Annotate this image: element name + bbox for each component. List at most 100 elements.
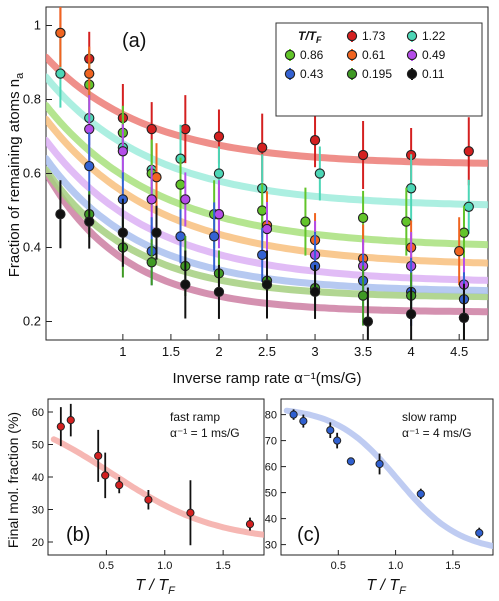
data-point [299,417,308,426]
legend-label: 0.11 [422,67,445,81]
x-tick-label: 4.5 [450,344,468,359]
data-point [289,410,298,419]
fit-curve-1.73 [46,53,488,167]
data-point [346,457,356,466]
y-tick-label: 0.8 [23,92,41,107]
x-tick-label: 1.5 [445,560,460,572]
data-point [314,168,325,179]
data-point [151,227,162,238]
legend-items: 1.73 1.22 0.86 0.61 0.49 0.43 0.195 0.11 [284,29,446,81]
panel-a-ticks: 1 1.5 2 2.5 3 3.5 4 4.5 0.2 0.4 0.6 0.8 1 [23,18,468,360]
y-tick-label: 60 [32,407,44,419]
data-point [309,286,321,298]
y-tick-label: 50 [32,440,44,452]
legend-label: 0.195 [362,67,392,81]
x-tick-label: 0.5 [331,560,346,572]
data-point [213,168,225,179]
data-point [257,205,268,216]
data-point [101,471,110,480]
x-tick-label: 2 [215,344,222,359]
data-point [405,308,417,320]
panel-c-frame [280,398,494,556]
data-point [357,149,369,161]
data-point [309,135,321,146]
legend-label: 0.49 [422,48,446,62]
data-point [245,520,255,529]
fit-curve [50,436,264,538]
y-tick-label: 40 [265,514,277,526]
x-tick-label: 3 [311,344,318,359]
data-point [117,146,129,157]
data-point [375,459,384,469]
panel-b-annotation-1: fast ramp [170,410,220,424]
data-point [186,508,195,517]
legend-label: 1.22 [422,29,446,43]
data-point [257,249,268,261]
data-point [94,451,103,460]
legend-marker [406,68,418,80]
panel-c-xlabel: T / TF [366,577,407,597]
panel-b-ticks: 0.5 1.0 1.5 20 30 40 50 60 [32,407,231,572]
panel-b-label: (b) [66,524,90,546]
legend-marker [346,68,358,80]
legend-marker [346,30,358,42]
x-tick-label: 1.5 [162,344,180,359]
y-tick-label: 80 [265,410,277,422]
y-tick-label: 40 [32,472,44,484]
data-point [463,201,474,212]
panel-a-label: (a) [122,30,146,52]
data-point [175,179,186,190]
data-point [175,231,186,242]
data-point [213,209,225,220]
data-point [144,495,153,504]
x-tick-label: 4 [408,344,415,359]
panel-a-xlabel: Inverse ramp rate α⁻¹(ms/G) [172,370,361,387]
panel-c-ticks: 0.5 1.0 1.5 30 40 50 60 70 80 [265,410,461,572]
data-point [180,279,191,290]
x-tick-label: 1.5 [215,560,230,572]
data-point [55,209,66,220]
legend-label: 0.43 [300,67,324,81]
data-point [180,123,191,135]
data-point [56,422,65,431]
data-point [463,146,474,157]
panel-b-ylabel: Final mol. fraction (%) [5,412,21,548]
y-tick-label: 1 [34,18,41,33]
data-point [180,194,191,205]
panel-b-xlabel: T / TF [135,577,176,597]
x-tick-label: 3.5 [354,344,372,359]
y-tick-label: 70 [265,436,277,448]
data-point [458,312,470,323]
panel-c-label: (c) [297,524,320,546]
data-point [326,426,335,435]
panel-b-annotation-2: α⁻¹ = 1 ms/G [170,426,240,440]
x-tick-label: 1 [119,344,126,359]
x-tick-label: 1.0 [157,560,172,572]
legend-label: 0.86 [300,48,324,62]
panel-b-fit [50,436,264,538]
x-tick-label: 1.0 [388,560,403,572]
data-point [213,286,225,298]
data-point [66,416,75,425]
data-point [115,481,124,490]
data-point [300,216,311,227]
panel-b-points [56,403,255,546]
data-point [333,436,342,445]
data-point [257,142,268,153]
y-tick-label: 0.6 [23,166,41,181]
legend-marker [406,30,418,42]
legend: T/TF 1.73 1.220.86 0.61 0.490.43 0.195 0.11 [275,22,483,117]
panel-c-fit [283,407,493,549]
y-tick-label: 60 [265,462,277,474]
legend-marker [406,49,418,61]
panel-a-points [55,7,474,340]
data-point [146,123,157,135]
data-point [416,489,425,498]
data-point [117,227,129,238]
data-point [357,290,369,301]
data-point [454,246,465,257]
y-tick-label: 30 [32,505,44,517]
x-tick-label: 2.5 [258,344,276,359]
legend-marker [284,68,296,80]
